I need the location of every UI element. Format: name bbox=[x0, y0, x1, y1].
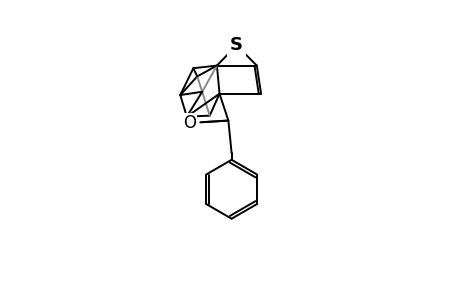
Text: O: O bbox=[183, 114, 196, 132]
Text: S: S bbox=[230, 36, 242, 54]
